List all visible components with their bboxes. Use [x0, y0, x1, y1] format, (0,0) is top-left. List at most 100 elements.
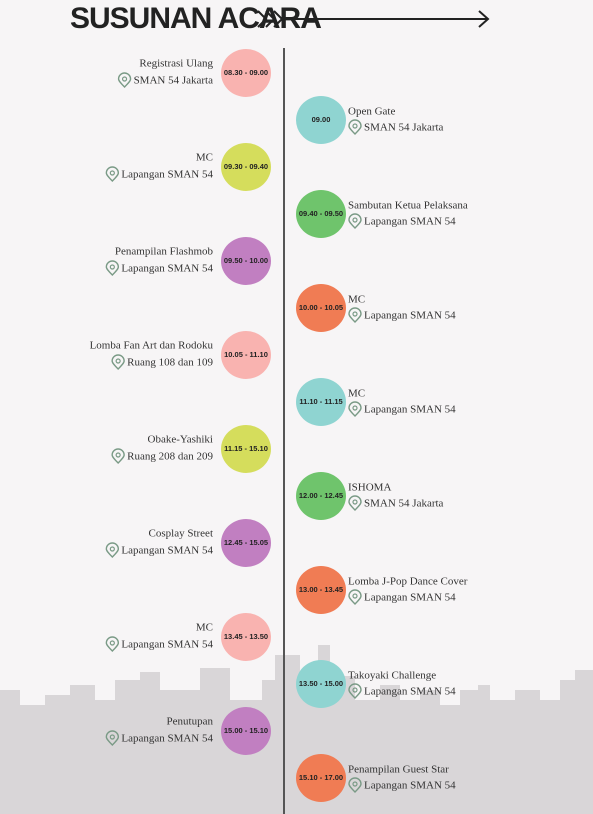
time-badge [296, 566, 346, 614]
event-location: Ruang 108 dan 109 [127, 357, 213, 369]
location-pin-dot [352, 781, 358, 787]
event-time: 13.50 - 15.00 [299, 679, 343, 688]
time-badge [296, 96, 346, 144]
title-arrow [257, 10, 490, 28]
time-badge [296, 472, 346, 520]
event-name: Obake-Yashiki [148, 434, 214, 446]
event: 15.10 - 17.00 Penampilan Guest Star Lapang… [296, 754, 456, 802]
event: 13.50 - 15.00 Takoyaki Challenge Lapangan … [296, 660, 456, 708]
location-pin [348, 213, 362, 229]
event-time: 12.45 - 15.05 [224, 538, 268, 547]
event-location: Lapangan SMAN 54 [364, 404, 456, 416]
event: 11.15 - 15.10 Obake-Yashiki Ruang 208 dan … [111, 425, 271, 473]
event-location: Lapangan SMAN 54 [364, 216, 456, 228]
event-location: Lapangan SMAN 54 [121, 169, 213, 181]
event-location: SMAN 54 Jakarta [364, 122, 444, 134]
event-location: Ruang 208 dan 209 [127, 451, 213, 463]
location-pin [105, 730, 120, 746]
event-location: Lapangan SMAN 54 [364, 310, 456, 322]
time-badge [221, 143, 271, 191]
location-pin [348, 307, 362, 323]
event-time: 15.00 - 15.10 [224, 726, 268, 735]
event-name: MC [196, 622, 213, 634]
event-time: 10.00 - 10.05 [299, 303, 343, 312]
location-pin [348, 683, 362, 699]
event: 08.30 - 09.00 Registrasi Ulang SMAN 54 Jak… [117, 49, 271, 97]
event: 13.45 - 13.50 MC Lapangan SMAN 54 [105, 613, 271, 661]
location-pin-dot [352, 217, 358, 223]
event-name: Takoyaki Challenge [348, 670, 436, 682]
time-badge [296, 660, 346, 708]
location-pin-dot [352, 499, 358, 505]
event-location: Lapangan SMAN 54 [121, 263, 213, 275]
location-pin-dot [352, 405, 358, 411]
event-time: 11.10 - 11.15 [299, 397, 342, 406]
event-name: Open Gate [348, 106, 395, 118]
event-time: 09.40 - 09.50 [299, 209, 343, 218]
location-pin [111, 354, 125, 370]
time-badge [296, 754, 346, 802]
events: 08.30 - 09.00 Registrasi Ulang SMAN 54 Jak… [90, 49, 468, 802]
location-pin-dot [109, 546, 115, 552]
time-badge [296, 284, 346, 332]
event-name: MC [348, 294, 365, 306]
event-name: Penutupan [167, 716, 214, 728]
time-badge [221, 331, 271, 379]
event-time: 09.00 [312, 115, 331, 124]
event-time: 13.00 - 13.45 [299, 585, 343, 594]
event-time: 12.00 - 12.45 [299, 491, 343, 500]
event-location: Lapangan SMAN 54 [121, 545, 213, 557]
time-badge [221, 707, 271, 755]
event-name: Cosplay Street [149, 528, 213, 540]
event-location: SMAN 54 Jakarta [364, 498, 444, 510]
location-pin [348, 495, 362, 511]
time-badge [221, 49, 271, 97]
location-pin-dot [352, 311, 358, 317]
event-time: 09.50 - 10.00 [224, 256, 268, 265]
event-location: Lapangan SMAN 54 [364, 686, 456, 698]
event-time: 13.45 - 13.50 [224, 632, 268, 641]
time-badge [296, 378, 346, 426]
location-pin-dot [115, 452, 121, 458]
location-pin-dot [352, 593, 358, 599]
event-name: Penampilan Guest Star [348, 764, 449, 776]
location-pin [348, 401, 362, 417]
event: 13.00 - 13.45 Lomba J-Pop Dance Cover Lapa… [296, 566, 468, 614]
event-time: 15.10 - 17.00 [299, 773, 343, 782]
location-pin-dot [121, 76, 128, 82]
event-location: Lapangan SMAN 54 [364, 780, 456, 792]
location-pin-dot [109, 264, 115, 270]
location-pin-dot [109, 734, 115, 740]
event: 09.40 - 09.50 Sambutan Ketua Pelaksana Lap… [296, 190, 468, 238]
location-pin-dot [109, 640, 115, 646]
time-badge [221, 237, 271, 285]
event-location: Lapangan SMAN 54 [121, 639, 213, 651]
event-time: 08.30 - 09.00 [224, 68, 268, 77]
event-location: SMAN 54 Jakarta [134, 75, 214, 87]
event: 10.05 - 11.10 Lomba Fan Art dan Rodoku Rua… [90, 331, 271, 379]
location-pin [111, 448, 125, 464]
event-name: MC [348, 388, 365, 400]
location-pin-dot [352, 687, 358, 693]
event-time: 11.15 - 15.10 [224, 444, 268, 453]
event-name: MC [196, 152, 213, 164]
time-badge [221, 519, 271, 567]
event: 09.30 - 09.40 MC Lapangan SMAN 54 [105, 143, 271, 191]
location-pin [117, 72, 132, 88]
event: 15.00 - 15.10 Penutupan Lapangan SMAN 54 [105, 707, 271, 755]
location-pin [105, 636, 120, 652]
event: 09.00 Open Gate SMAN 54 Jakarta [296, 96, 444, 144]
event: 10.00 - 10.05 MC Lapangan SMAN 54 [296, 284, 456, 332]
location-pin-dot [352, 123, 358, 129]
event: 09.50 - 10.00 Penampilan Flashmob Lapangan… [105, 237, 271, 285]
event-time: 10.05 - 11.10 [224, 350, 268, 359]
time-badge [221, 425, 271, 473]
event-name: Sambutan Ketua Pelaksana [348, 200, 468, 212]
event-name: Registrasi Ulang [139, 58, 213, 70]
event-time: 09.30 - 09.40 [224, 162, 268, 171]
location-pin-dot [115, 358, 121, 364]
time-badge [296, 190, 346, 238]
location-pin [105, 542, 120, 558]
